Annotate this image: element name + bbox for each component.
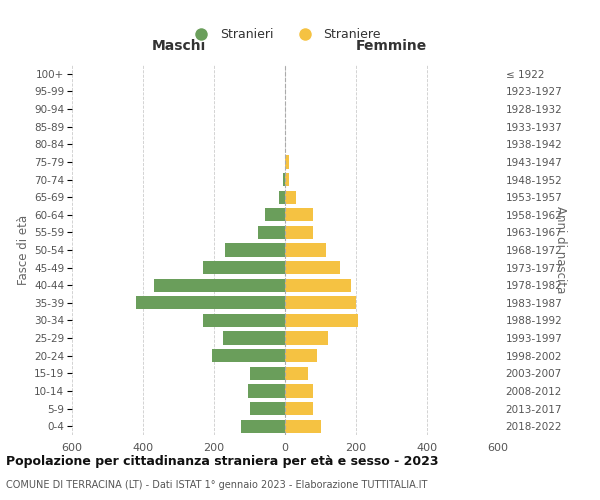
Bar (285, 208, 313, 222)
Bar (154, 278, 285, 292)
Bar (285, 314, 358, 327)
Bar (285, 226, 313, 239)
Bar (285, 366, 308, 380)
Bar (278, 190, 285, 204)
Text: Maschi: Maschi (151, 38, 206, 52)
Bar (136, 296, 285, 310)
Bar (285, 244, 326, 256)
Bar (265, 208, 285, 222)
Bar (285, 190, 296, 204)
Y-axis label: Anni di nascita: Anni di nascita (554, 206, 566, 294)
Text: Femmine: Femmine (356, 38, 427, 52)
Bar (203, 314, 285, 327)
Text: COMUNE DI TERRACINA (LT) - Dati ISTAT 1° gennaio 2023 - Elaborazione TUTTITALIA.: COMUNE DI TERRACINA (LT) - Dati ISTAT 1°… (6, 480, 427, 490)
Bar (285, 296, 356, 310)
Bar (285, 332, 328, 344)
Bar (248, 384, 285, 398)
Bar (285, 420, 320, 433)
Bar (285, 261, 340, 274)
Bar (285, 384, 313, 398)
Bar (285, 402, 313, 415)
Bar (224, 244, 285, 256)
Bar (285, 349, 317, 362)
Bar (285, 156, 289, 168)
Bar (223, 332, 285, 344)
Bar (285, 173, 289, 186)
Bar (212, 349, 285, 362)
Bar (259, 226, 285, 239)
Legend: Stranieri, Straniere: Stranieri, Straniere (184, 23, 386, 46)
Bar (241, 420, 285, 433)
Text: Popolazione per cittadinanza straniera per età e sesso - 2023: Popolazione per cittadinanza straniera p… (6, 455, 439, 468)
Bar (250, 402, 285, 415)
Bar (285, 278, 350, 292)
Y-axis label: Fasce di età: Fasce di età (17, 215, 30, 285)
Bar (283, 173, 285, 186)
Bar (250, 366, 285, 380)
Bar (203, 261, 285, 274)
